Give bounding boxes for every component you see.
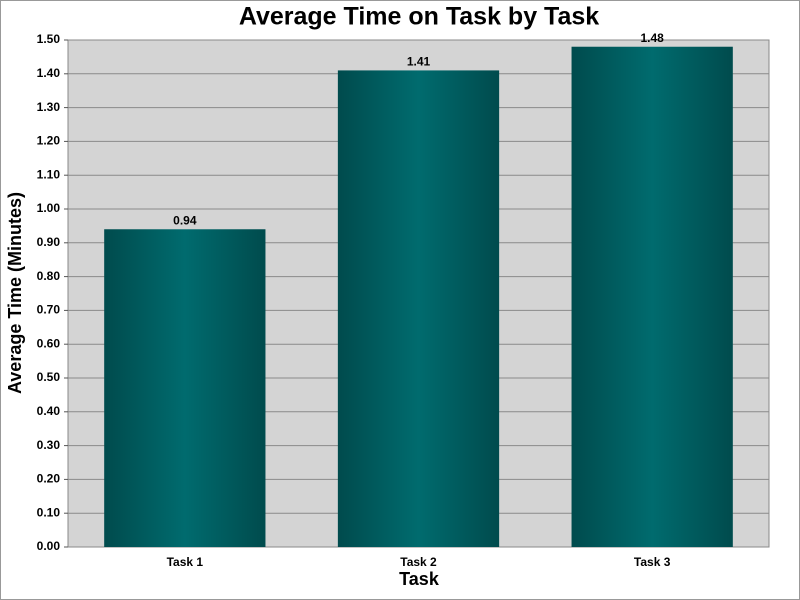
- value-label: 1.48: [640, 31, 664, 45]
- y-tick-label: 0.70: [37, 303, 61, 317]
- y-tick-label: 0.50: [37, 370, 61, 384]
- x-tick-label: Task 3: [634, 555, 671, 569]
- y-tick-label: 0.00: [37, 539, 61, 553]
- y-tick-label: 0.60: [37, 336, 61, 350]
- y-tick-label: 1.20: [37, 134, 61, 148]
- x-tick-label: Task 2: [400, 555, 437, 569]
- y-tick-label: 0.80: [37, 269, 61, 283]
- value-label: 1.41: [407, 55, 431, 69]
- y-tick-label: 1.30: [37, 100, 61, 114]
- y-tick-label: 0.10: [37, 505, 61, 519]
- y-tick-label: 0.90: [37, 235, 61, 249]
- y-tick-label: 0.20: [37, 472, 61, 486]
- x-axis-label: Task: [399, 569, 440, 589]
- y-tick-label: 1.10: [37, 167, 61, 181]
- bar-shade: [337, 70, 500, 548]
- x-tick-label: Task 1: [167, 555, 204, 569]
- bar-shade: [571, 46, 733, 547]
- bar-shade: [104, 229, 266, 547]
- value-label: 0.94: [173, 213, 197, 227]
- y-tick-label: 0.30: [37, 438, 61, 452]
- y-tick-label: 1.50: [37, 32, 61, 46]
- y-axis-label: Average Time (Minutes): [5, 192, 25, 394]
- y-tick-label: 1.00: [37, 201, 61, 215]
- y-tick-label: 0.40: [37, 404, 61, 418]
- chart-title: Average Time on Task by Task: [239, 3, 599, 31]
- y-tick-label: 1.40: [37, 66, 61, 80]
